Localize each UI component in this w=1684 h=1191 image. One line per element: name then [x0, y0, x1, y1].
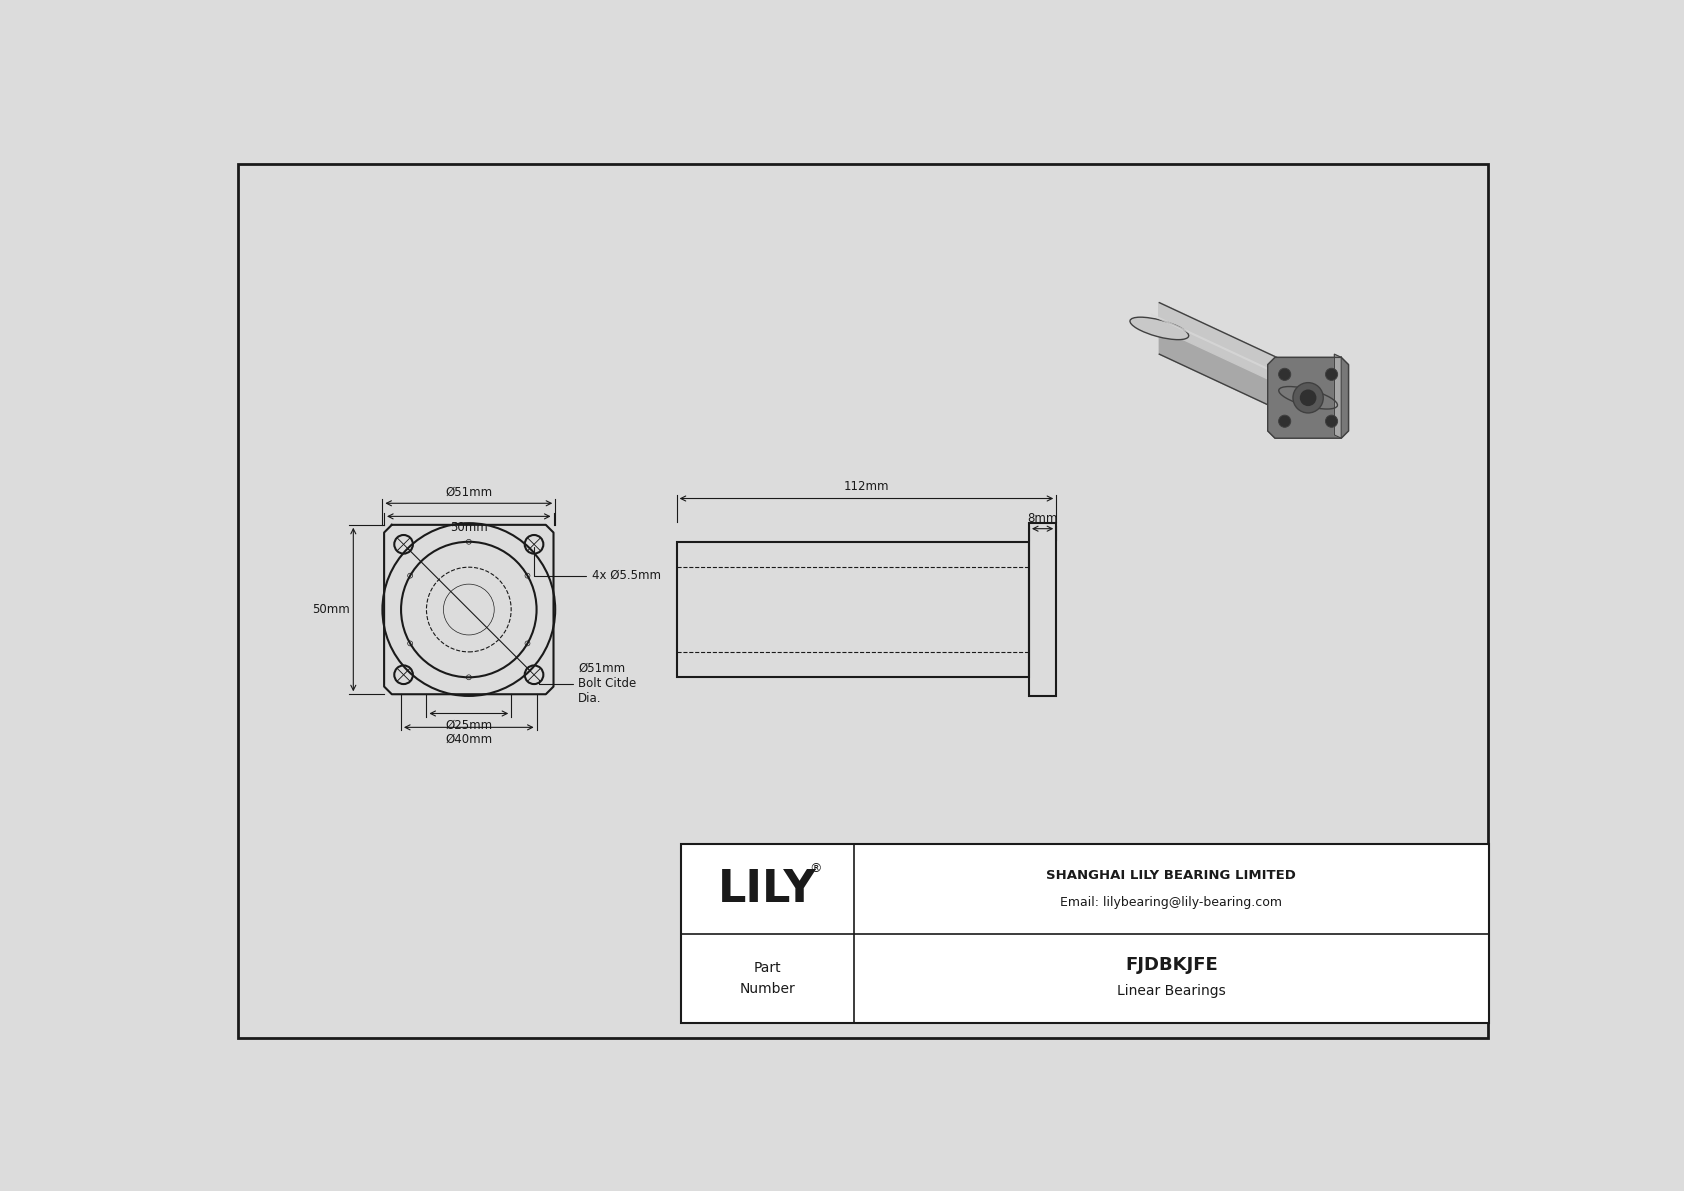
Text: Linear Bearings: Linear Bearings: [1116, 985, 1226, 998]
Polygon shape: [1268, 357, 1349, 438]
Text: SHANGHAI LILY BEARING LIMITED: SHANGHAI LILY BEARING LIMITED: [1046, 868, 1297, 881]
Polygon shape: [1334, 354, 1340, 438]
Circle shape: [1300, 389, 1317, 406]
Circle shape: [1325, 416, 1337, 428]
Polygon shape: [1159, 303, 1308, 398]
Text: 4x Ø5.5mm: 4x Ø5.5mm: [534, 547, 662, 582]
Text: Ø51mm: Ø51mm: [445, 486, 492, 499]
Text: Email: lilybearing@lily-bearing.com: Email: lilybearing@lily-bearing.com: [1061, 897, 1283, 910]
Text: Ø40mm: Ø40mm: [445, 732, 492, 746]
Circle shape: [1278, 416, 1290, 428]
Circle shape: [1293, 382, 1324, 413]
Bar: [1029, 523, 1056, 696]
Circle shape: [1325, 368, 1337, 380]
Polygon shape: [1159, 303, 1308, 424]
Text: 50mm: 50mm: [312, 603, 350, 616]
Text: Ø25mm: Ø25mm: [445, 718, 492, 731]
Text: Part
Number: Part Number: [739, 961, 795, 996]
Text: 8mm: 8mm: [1027, 512, 1058, 525]
Text: ®: ®: [810, 862, 822, 874]
Circle shape: [1278, 368, 1290, 380]
Text: LILY: LILY: [717, 867, 817, 911]
Text: 50mm: 50mm: [450, 520, 488, 534]
Bar: [677, 542, 1029, 678]
Text: FJDBKJFE: FJDBKJFE: [1125, 956, 1218, 974]
Bar: [680, 844, 1489, 1023]
Ellipse shape: [1130, 317, 1189, 339]
Text: Ø51mm
Bolt Citde
Dia.: Ø51mm Bolt Citde Dia.: [539, 662, 637, 705]
Text: 112mm: 112mm: [844, 480, 889, 493]
